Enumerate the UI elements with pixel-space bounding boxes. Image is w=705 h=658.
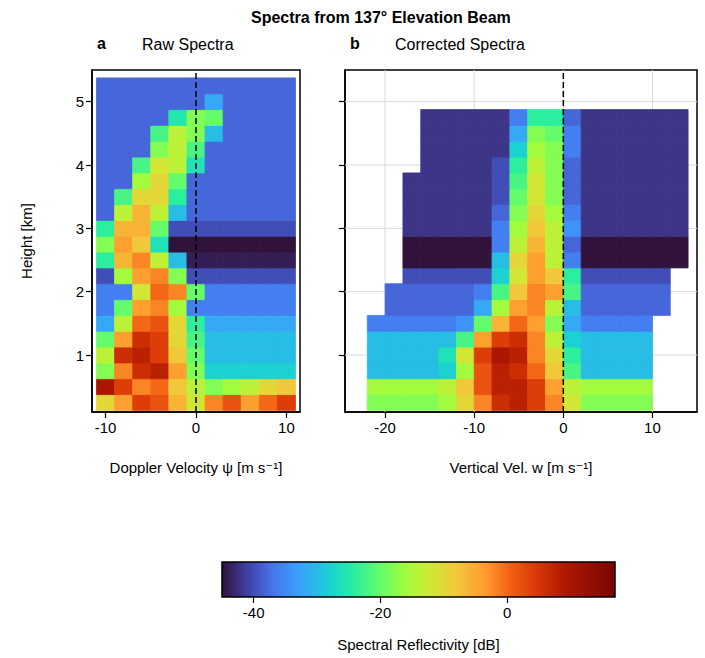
- svg-text:Spectral Reflectivity [dB]: Spectral Reflectivity [dB]: [337, 636, 500, 653]
- svg-text:10: 10: [644, 419, 661, 436]
- svg-text:-20: -20: [370, 604, 392, 621]
- svg-text:0: 0: [559, 419, 567, 436]
- svg-text:Corrected Spectra: Corrected Spectra: [395, 36, 525, 53]
- svg-text:-10: -10: [463, 419, 485, 436]
- svg-text:0: 0: [192, 419, 200, 436]
- svg-text:Height [km]: Height [km]: [18, 203, 35, 279]
- svg-text:-10: -10: [95, 419, 117, 436]
- svg-text:Spectra from 137° Elevation Be: Spectra from 137° Elevation Beam: [251, 9, 511, 26]
- svg-text:2: 2: [76, 283, 84, 300]
- svg-text:b: b: [350, 35, 360, 52]
- svg-text:a: a: [97, 35, 106, 52]
- svg-text:-40: -40: [243, 604, 265, 621]
- svg-text:Vertical Vel. w [m s⁻¹]: Vertical Vel. w [m s⁻¹]: [450, 459, 593, 476]
- svg-text:-20: -20: [374, 419, 396, 436]
- svg-text:0: 0: [503, 604, 511, 621]
- svg-text:Doppler Velocity ψ [m s⁻¹]: Doppler Velocity ψ [m s⁻¹]: [110, 459, 283, 476]
- svg-text:10: 10: [278, 419, 295, 436]
- svg-text:Raw Spectra: Raw Spectra: [142, 36, 234, 53]
- svg-text:5: 5: [76, 93, 84, 110]
- svg-text:4: 4: [76, 157, 84, 174]
- svg-text:3: 3: [76, 220, 84, 237]
- svg-text:1: 1: [76, 347, 84, 364]
